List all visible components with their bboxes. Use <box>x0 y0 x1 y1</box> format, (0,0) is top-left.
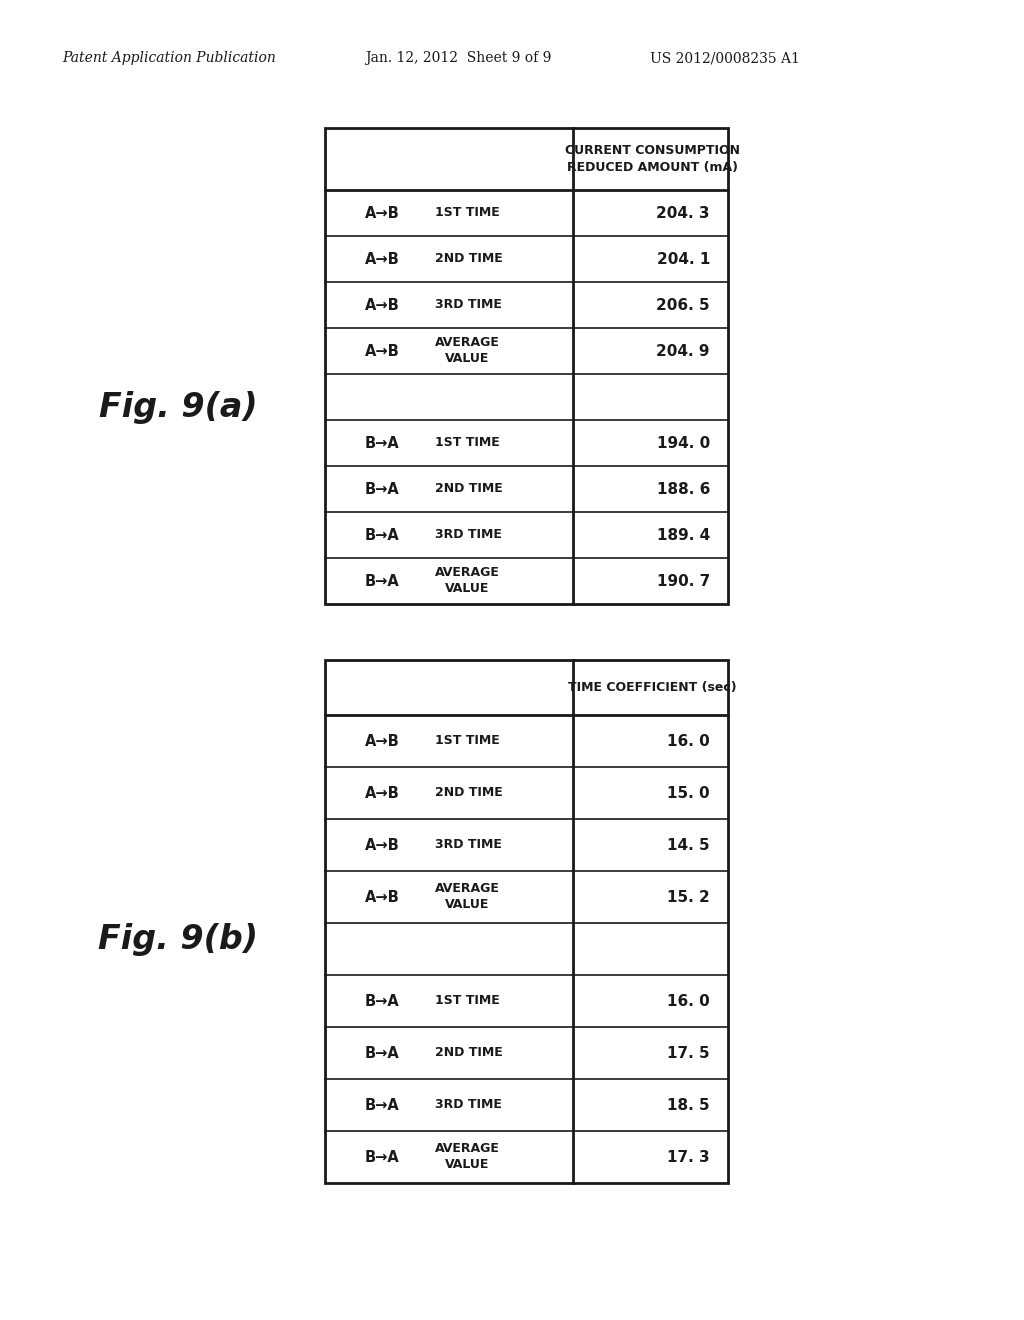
Text: 3RD TIME: 3RD TIME <box>435 838 502 851</box>
Text: A→B: A→B <box>365 206 399 220</box>
Text: 1ST TIME: 1ST TIME <box>435 437 500 450</box>
Text: B→A: B→A <box>365 482 399 496</box>
Text: 1ST TIME: 1ST TIME <box>435 994 500 1007</box>
Text: Jan. 12, 2012  Sheet 9 of 9: Jan. 12, 2012 Sheet 9 of 9 <box>365 51 551 65</box>
Text: A→B: A→B <box>365 890 399 904</box>
Text: 1ST TIME: 1ST TIME <box>435 206 500 219</box>
Text: 15. 0: 15. 0 <box>668 785 710 800</box>
Text: 18. 5: 18. 5 <box>668 1097 710 1113</box>
Text: B→A: B→A <box>365 573 399 589</box>
Text: 17. 3: 17. 3 <box>668 1150 710 1164</box>
Text: Fig. 9(a): Fig. 9(a) <box>98 392 257 425</box>
Text: AVERAGE
VALUE: AVERAGE VALUE <box>435 883 500 912</box>
Text: Fig. 9(b): Fig. 9(b) <box>98 924 258 957</box>
Text: 3RD TIME: 3RD TIME <box>435 298 502 312</box>
Text: B→A: B→A <box>365 1045 399 1060</box>
Text: A→B: A→B <box>365 252 399 267</box>
Text: 3RD TIME: 3RD TIME <box>435 528 502 541</box>
Text: B→A: B→A <box>365 1097 399 1113</box>
Text: 16. 0: 16. 0 <box>668 994 710 1008</box>
Text: A→B: A→B <box>365 785 399 800</box>
Text: 190. 7: 190. 7 <box>656 573 710 589</box>
Text: 188. 6: 188. 6 <box>656 482 710 496</box>
Text: AVERAGE
VALUE: AVERAGE VALUE <box>435 337 500 366</box>
Text: A→B: A→B <box>365 297 399 313</box>
Text: B→A: B→A <box>365 1150 399 1164</box>
Bar <box>325 660 728 1183</box>
Text: 2ND TIME: 2ND TIME <box>435 252 503 265</box>
Text: 15. 2: 15. 2 <box>668 890 710 904</box>
Text: A→B: A→B <box>365 734 399 748</box>
Text: AVERAGE
VALUE: AVERAGE VALUE <box>435 1143 500 1172</box>
Text: B→A: B→A <box>365 994 399 1008</box>
Text: 204. 1: 204. 1 <box>656 252 710 267</box>
Text: B→A: B→A <box>365 436 399 450</box>
Text: US 2012/0008235 A1: US 2012/0008235 A1 <box>650 51 800 65</box>
Text: 2ND TIME: 2ND TIME <box>435 483 503 495</box>
Text: 194. 0: 194. 0 <box>656 436 710 450</box>
Text: 17. 5: 17. 5 <box>668 1045 710 1060</box>
Text: A→B: A→B <box>365 343 399 359</box>
Bar <box>325 128 728 605</box>
Text: 204. 9: 204. 9 <box>656 343 710 359</box>
Text: Patent Application Publication: Patent Application Publication <box>62 51 275 65</box>
Text: 1ST TIME: 1ST TIME <box>435 734 500 747</box>
Text: B→A: B→A <box>365 528 399 543</box>
Text: 206. 5: 206. 5 <box>656 297 710 313</box>
Text: 3RD TIME: 3RD TIME <box>435 1098 502 1111</box>
Text: TIME COEFFICIENT (sec): TIME COEFFICIENT (sec) <box>568 681 737 694</box>
Text: 2ND TIME: 2ND TIME <box>435 1047 503 1060</box>
Text: A→B: A→B <box>365 837 399 853</box>
Text: 2ND TIME: 2ND TIME <box>435 787 503 800</box>
Text: 16. 0: 16. 0 <box>668 734 710 748</box>
Text: 14. 5: 14. 5 <box>668 837 710 853</box>
Text: 204. 3: 204. 3 <box>656 206 710 220</box>
Text: CURRENT CONSUMPTION
REDUCED AMOUNT (mA): CURRENT CONSUMPTION REDUCED AMOUNT (mA) <box>565 144 740 174</box>
Text: 189. 4: 189. 4 <box>656 528 710 543</box>
Text: AVERAGE
VALUE: AVERAGE VALUE <box>435 566 500 595</box>
